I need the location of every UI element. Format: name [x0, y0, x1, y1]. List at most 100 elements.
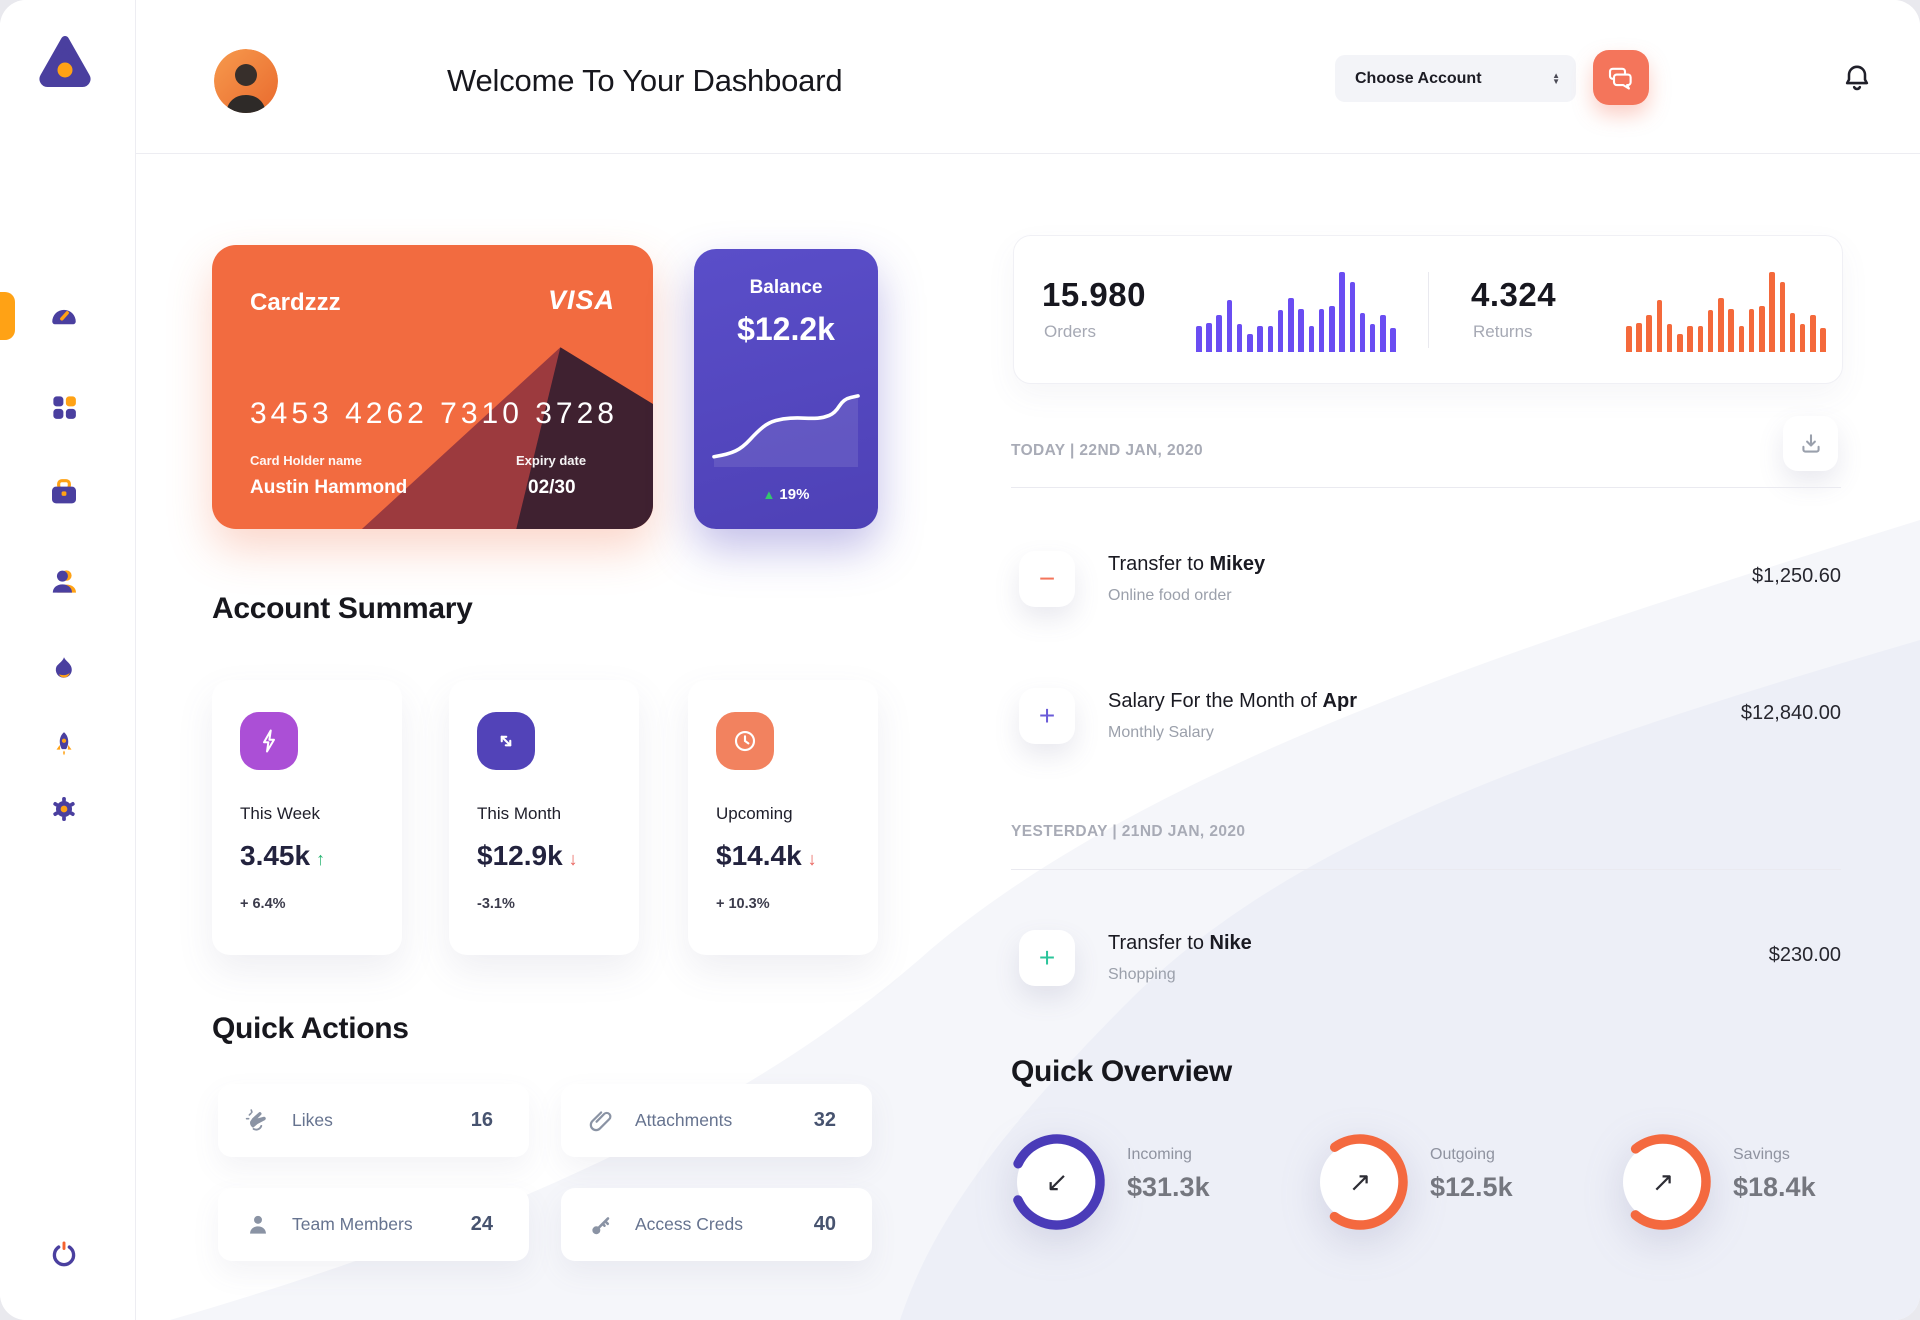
bar [1728, 308, 1734, 352]
bar [1267, 325, 1274, 352]
avatar[interactable] [214, 49, 278, 113]
incoming-label: Incoming [1127, 1146, 1192, 1163]
bar [1349, 282, 1356, 352]
account-selector[interactable]: Choose Account ▲ ▼ [1335, 55, 1576, 102]
page-title: Welcome To Your Dashboard [447, 63, 843, 98]
active-nav-indicator [0, 292, 15, 340]
bar [1298, 308, 1304, 352]
incoming-ring-chart: ↙ [1005, 1130, 1109, 1234]
transaction-title: Transfer to Nike [1108, 932, 1252, 954]
bar [1748, 308, 1755, 352]
bar [1359, 312, 1366, 352]
sidebar-item-settings[interactable] [46, 791, 82, 827]
incoming-value: $31.3k [1127, 1172, 1210, 1202]
credit-card: Cardzzz VISA 3453 4262 7310 3728 Card Ho… [212, 245, 653, 529]
chat-button[interactable] [1593, 50, 1649, 105]
balance-change-value: 19% [779, 486, 810, 503]
returns-label: Returns [1473, 322, 1533, 341]
transaction-amount: $1,250.60 [1752, 565, 1841, 587]
lightning-icon [240, 712, 298, 770]
balance-amount: $12.2k [737, 311, 835, 347]
balance-sparkline-chart [712, 394, 860, 467]
outgoing-label: Outgoing [1430, 1146, 1495, 1163]
bar [1236, 324, 1243, 352]
flame-icon [55, 657, 72, 678]
savings-value: $18.4k [1733, 1172, 1816, 1202]
account-summary-title: Account Summary [212, 592, 473, 625]
sidebar-item-projects[interactable] [46, 474, 82, 510]
card-expiry-value: 02/30 [528, 477, 576, 498]
bar [1738, 325, 1745, 352]
bar [1820, 328, 1826, 352]
bar [1789, 312, 1796, 352]
summary-value: 3.45k ↑ [240, 840, 326, 871]
key-icon [592, 1216, 610, 1234]
arrow-up-right-icon: ↗ [1348, 1166, 1372, 1197]
sidebar-item-dashboard[interactable] [46, 298, 82, 334]
outgoing-value: $12.5k [1430, 1172, 1513, 1202]
transaction-row-nike[interactable]: + Transfer to Nike Shopping $230.00 [1011, 930, 1841, 988]
today-date-label: TODAY | 22ND JAN, 2020 [1011, 442, 1204, 459]
bar [1339, 272, 1345, 352]
sidebar-item-logout[interactable] [46, 1236, 82, 1272]
speedometer-icon [52, 309, 76, 325]
download-button[interactable] [1783, 416, 1838, 471]
sidebar [0, 0, 136, 1320]
transaction-amount: $230.00 [1768, 944, 1841, 966]
bar [1687, 325, 1693, 352]
bar [1380, 315, 1386, 352]
card-expiry-label: Expiry date [516, 453, 587, 468]
divider [1011, 869, 1841, 870]
sidebar-item-launch[interactable] [46, 726, 82, 762]
person-icon [250, 1215, 266, 1234]
bar [1697, 325, 1704, 352]
header: Welcome To Your Dashboard Choose Account… [135, 0, 1920, 154]
notifications-button[interactable] [1829, 50, 1885, 105]
orders-bar-chart [1196, 272, 1396, 352]
bar [1196, 325, 1202, 352]
quick-action-access-creds[interactable]: Access Creds 40 [561, 1188, 872, 1261]
grid-icon [53, 396, 76, 419]
stats-divider [1428, 272, 1429, 348]
yesterday-date-label: YESTERDAY | 21ND JAN, 2020 [1011, 823, 1246, 840]
bar [1810, 315, 1816, 352]
bar [1329, 306, 1335, 352]
quick-action-count: 32 [813, 1109, 836, 1131]
sidebar-item-team[interactable] [46, 564, 82, 600]
transaction-row-salary[interactable]: + Salary For the Month of Apr Monthly Sa… [1011, 688, 1841, 746]
bar [1769, 272, 1775, 352]
bar [1226, 300, 1233, 352]
quick-action-team-members[interactable]: Team Members 24 [218, 1188, 529, 1261]
transaction-title: Transfer to Mikey [1108, 553, 1266, 575]
transaction-row-mikey[interactable]: − Transfer to Mikey Online food order $1… [1011, 551, 1841, 609]
balance-change: ▲ 19% [694, 486, 878, 503]
sidebar-item-activity[interactable] [46, 651, 82, 687]
orders-label: Orders [1044, 322, 1096, 341]
card-holder-label: Card Holder name [250, 453, 362, 468]
bar [1636, 323, 1642, 352]
quick-overview-title: Quick Overview [1011, 1055, 1232, 1088]
minus-icon: − [1019, 551, 1075, 607]
trend-down-icon: ↓ [568, 849, 578, 869]
bar [1369, 324, 1376, 352]
plus-icon: + [1019, 930, 1075, 986]
summary-card-upcoming: Upcoming $14.4k ↓ + 10.3% [688, 680, 878, 955]
briefcase-icon [52, 479, 76, 504]
app-logo [34, 30, 96, 92]
bar [1390, 328, 1396, 352]
bar [1646, 315, 1652, 352]
download-icon [1801, 433, 1820, 453]
quick-action-label: Attachments [635, 1110, 733, 1130]
outgoing-ring-chart: ↗ [1308, 1130, 1412, 1234]
card-name: Cardzzz [250, 289, 341, 316]
quick-action-attachments[interactable]: Attachments 32 [561, 1084, 872, 1157]
bar [1666, 324, 1673, 352]
quick-action-likes[interactable]: Likes 16 [218, 1084, 529, 1157]
profile-button[interactable] [1911, 50, 1920, 105]
stats-card: 15.980 Orders 4.324 Returns [1013, 235, 1843, 384]
rocket-icon [56, 732, 72, 756]
sidebar-item-apps[interactable] [46, 389, 82, 425]
balance-card: Balance $12.2k ▲ 19% [694, 249, 878, 529]
bar [1707, 310, 1714, 352]
